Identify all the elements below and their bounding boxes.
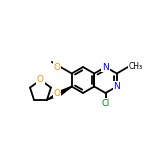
Text: N: N [102, 62, 109, 71]
Text: O: O [54, 88, 60, 97]
Text: N: N [113, 82, 120, 91]
Text: Cl: Cl [101, 98, 110, 107]
Polygon shape [59, 86, 72, 95]
Text: O: O [37, 76, 44, 85]
Text: O: O [54, 88, 60, 97]
Polygon shape [47, 91, 61, 100]
Text: O: O [54, 62, 60, 71]
Text: CH₃: CH₃ [129, 62, 143, 71]
